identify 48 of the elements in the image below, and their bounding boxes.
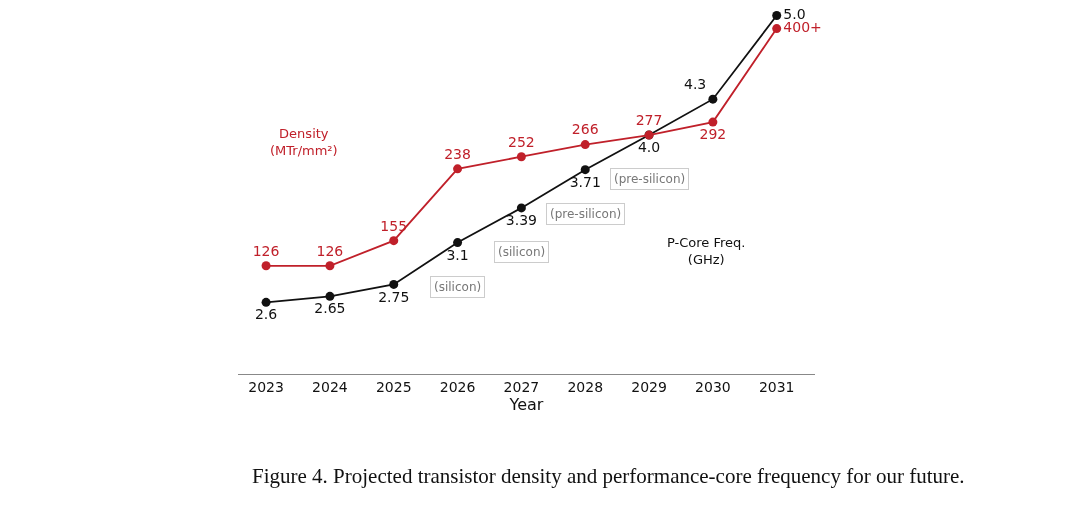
data-label: 2.75	[378, 288, 410, 305]
point	[389, 236, 399, 246]
x-tick-label: 2029	[631, 378, 667, 395]
point	[325, 261, 335, 271]
caption: Figure 4. Projected transistor density and performance-core frequency for our future.	[252, 464, 965, 488]
point	[261, 261, 271, 271]
x-tick-label: 2027	[503, 378, 540, 395]
annotation: (pre-silicon)	[614, 172, 686, 186]
point	[261, 297, 271, 307]
point	[453, 164, 463, 174]
data-label: 3.1	[446, 246, 469, 263]
point	[325, 291, 335, 301]
data-label: 266	[571, 121, 599, 138]
x-axis-title: Year	[508, 394, 544, 414]
point	[389, 279, 399, 289]
x-tick-label: 2030	[695, 378, 731, 395]
point	[580, 140, 590, 150]
data-label: 4.0	[637, 139, 661, 156]
point	[516, 152, 526, 162]
data-label: 292	[699, 126, 727, 143]
annotation: (silicon)	[434, 280, 482, 294]
data-label: 126	[316, 242, 344, 259]
point	[772, 11, 782, 21]
x-tick-label: 2026	[439, 378, 476, 395]
annotation: (silicon)	[498, 245, 546, 259]
data-label: 238	[444, 145, 471, 162]
data-label: 126	[252, 242, 280, 259]
x-tick-label: 2025	[375, 378, 412, 395]
x-tick-label: 2023	[248, 378, 284, 395]
data-label: 4.3	[683, 76, 707, 93]
annotation: (pre-silicon)	[550, 207, 622, 221]
x-tick-label: 2031	[758, 378, 795, 395]
data-label: 3.39	[505, 212, 537, 229]
point	[580, 165, 590, 175]
data-label: 252	[508, 133, 535, 150]
data-label: 2.6	[254, 306, 278, 323]
point	[708, 94, 718, 104]
text: Density (MTr/mm²)	[270, 126, 338, 158]
text: P-Core Freq. (GHz)	[667, 235, 746, 267]
data-label: 2.65	[314, 300, 346, 317]
data-label: 3.71	[569, 173, 601, 190]
point	[453, 238, 463, 248]
point	[516, 203, 526, 213]
x-tick-label: 2024	[312, 378, 348, 395]
point	[772, 24, 782, 34]
data-label: 277	[635, 111, 663, 128]
x-tick-label: 2028	[567, 378, 604, 395]
point	[708, 117, 718, 127]
